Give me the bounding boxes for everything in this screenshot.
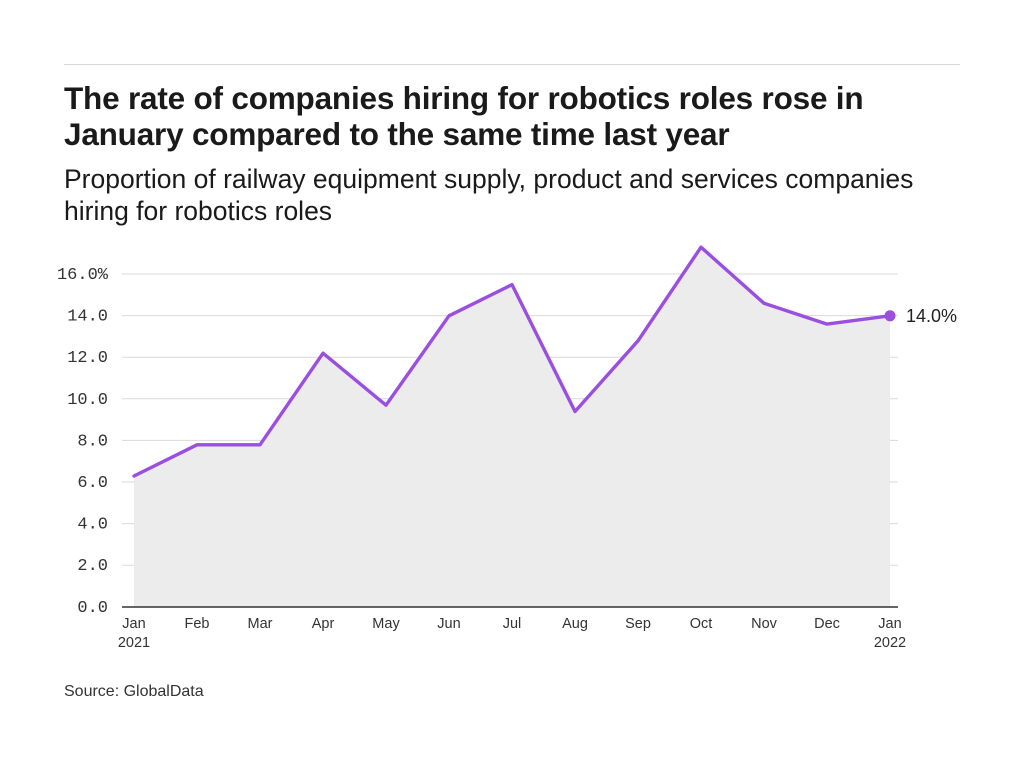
svg-text:Oct: Oct (690, 616, 713, 632)
svg-text:Nov: Nov (751, 616, 778, 632)
svg-text:16.0%: 16.0% (57, 266, 109, 285)
svg-text:2022: 2022 (874, 635, 906, 651)
svg-text:4.0: 4.0 (77, 516, 108, 535)
svg-text:6.0: 6.0 (77, 474, 108, 493)
svg-text:Feb: Feb (185, 616, 210, 632)
svg-text:Jan: Jan (122, 616, 145, 632)
svg-text:Jan: Jan (878, 616, 901, 632)
svg-text:10.0: 10.0 (67, 391, 108, 410)
svg-text:0.0: 0.0 (77, 599, 108, 618)
svg-text:Jun: Jun (437, 616, 460, 632)
svg-text:Apr: Apr (312, 616, 335, 632)
svg-text:12.0: 12.0 (67, 349, 108, 368)
svg-text:Jul: Jul (503, 616, 522, 632)
svg-text:Sep: Sep (625, 616, 651, 632)
svg-text:Dec: Dec (814, 616, 840, 632)
svg-text:2.0: 2.0 (77, 557, 108, 576)
svg-text:14.0%: 14.0% (906, 306, 957, 326)
svg-text:2021: 2021 (118, 635, 150, 651)
svg-text:May: May (372, 616, 400, 632)
svg-text:Mar: Mar (248, 616, 273, 632)
svg-text:14.0: 14.0 (67, 308, 108, 327)
svg-text:8.0: 8.0 (77, 432, 108, 451)
svg-text:Aug: Aug (562, 616, 588, 632)
